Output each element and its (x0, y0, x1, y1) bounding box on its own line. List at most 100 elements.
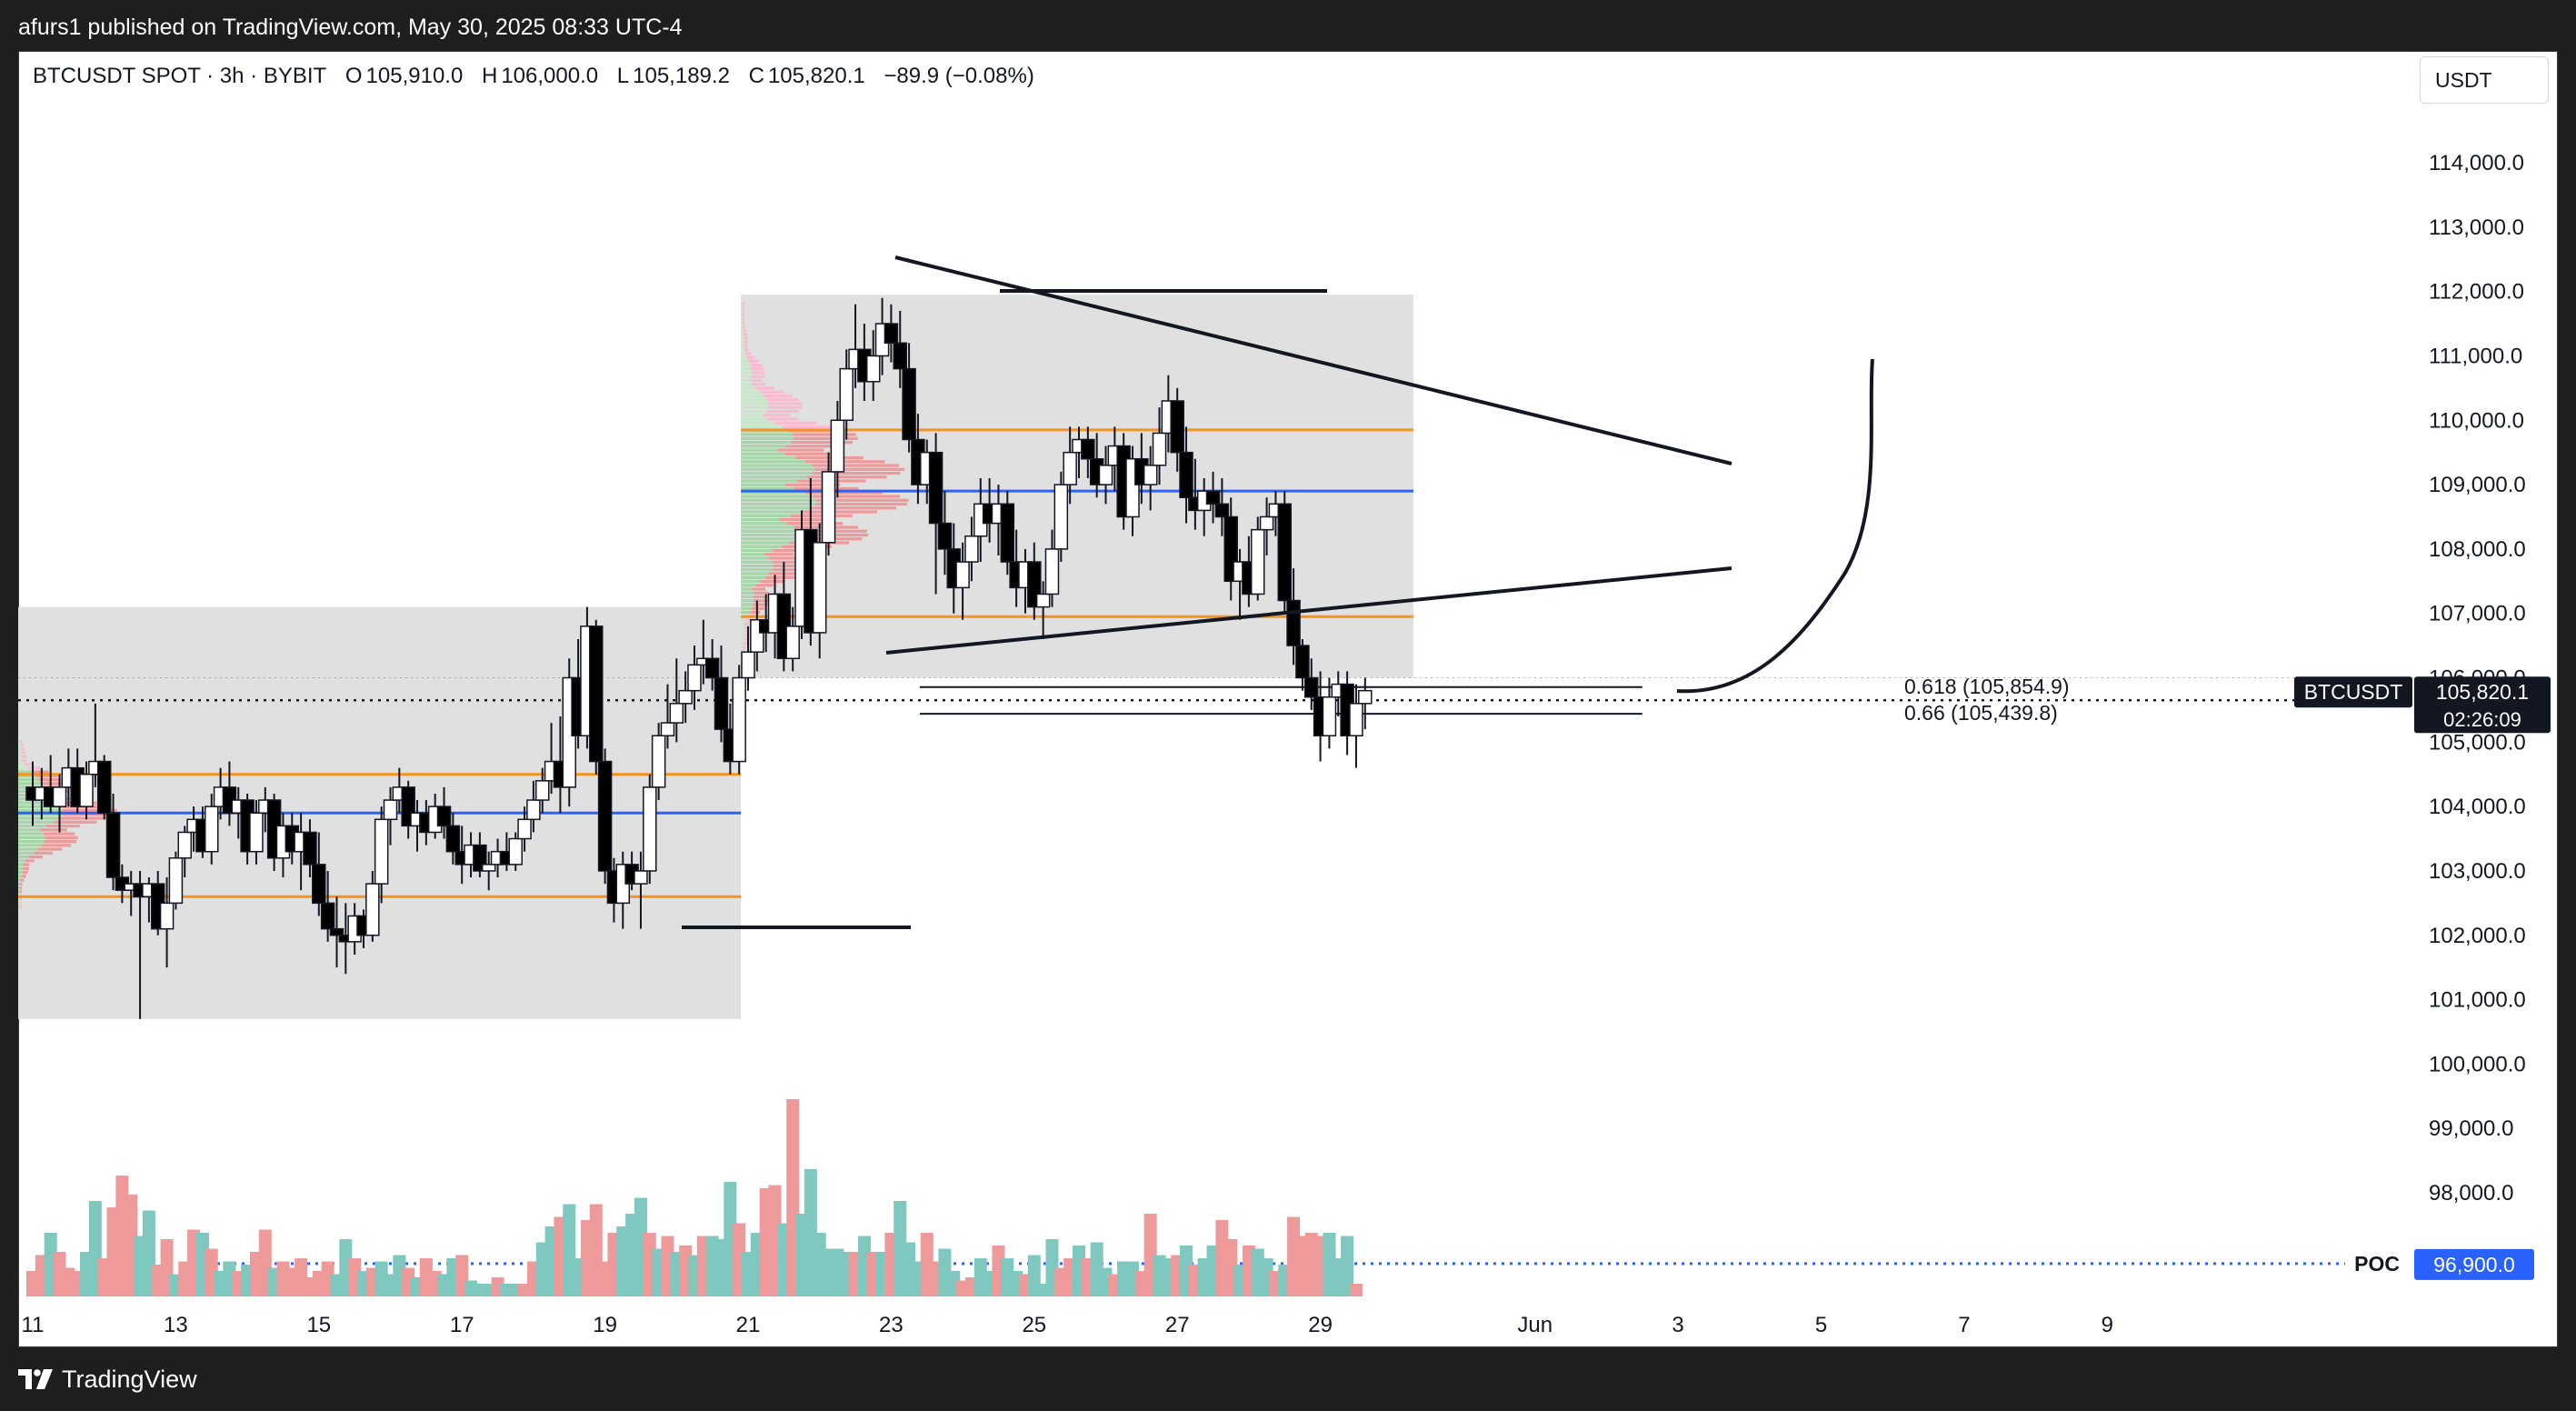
profile-row (741, 514, 792, 517)
volume-profile-ranges (18, 295, 1413, 1019)
x-tick-label: Jun (1517, 1313, 1553, 1337)
profile-row (764, 553, 794, 556)
profile-row (741, 649, 743, 653)
profile-row (753, 591, 769, 595)
candle-body (320, 902, 335, 930)
profile-row (741, 471, 814, 475)
profile-row (21, 875, 26, 878)
volume-bars (26, 1099, 1363, 1296)
x-tick-label: 9 (2102, 1313, 2113, 1337)
profile-row (32, 770, 49, 774)
profile-row (741, 568, 773, 572)
profile-row (741, 486, 794, 491)
symbol-legend[interactable]: BTCUSDT SPOT · 3h · BYBIT O 105,910.0 H 10… (33, 64, 1047, 89)
candle-body (865, 355, 881, 383)
y-tick-label: 113,000.0 (2429, 215, 2524, 240)
profile-row (741, 541, 790, 545)
candle-body (597, 760, 613, 872)
candle-body (1250, 528, 1265, 595)
tradingview-logo[interactable]: TradingView (18, 1366, 197, 1394)
profile-row (741, 301, 743, 305)
profile-row (23, 866, 29, 870)
profile-row (805, 460, 885, 464)
candle-body (821, 471, 836, 544)
y-tick-label: 114,000.0 (2429, 151, 2524, 175)
candle-body (249, 812, 264, 853)
profile-row (744, 622, 750, 625)
profile-row (773, 548, 813, 553)
profile-row (755, 584, 774, 587)
profile-row (741, 440, 792, 445)
profile-row (741, 637, 744, 641)
profile-row (741, 344, 744, 347)
profile-row (741, 553, 765, 556)
x-tick-label: 15 (306, 1313, 331, 1337)
profile-row (19, 897, 22, 901)
profile-row (741, 433, 794, 436)
candle-body (1063, 451, 1077, 485)
profile-row (742, 301, 745, 305)
profile-row (744, 340, 748, 344)
profile-row (25, 762, 33, 766)
profile-row (59, 816, 110, 820)
profile-row (741, 545, 783, 548)
profile-row (18, 844, 43, 847)
profile-row (741, 445, 786, 448)
candle-body (589, 625, 604, 763)
candle-body (481, 864, 496, 872)
profile-row (764, 394, 793, 398)
tradingview-brand: TradingView (62, 1365, 197, 1393)
profile-row (18, 774, 36, 777)
profile-row (741, 352, 746, 355)
y-tick-label: 98,000.0 (2429, 1181, 2513, 1206)
y-tick-label: 112,000.0 (2429, 280, 2524, 305)
profile-row (39, 777, 65, 782)
profile-row (741, 390, 761, 394)
candle-body (785, 625, 800, 660)
candle-body (526, 799, 541, 821)
profile-row (741, 603, 754, 606)
candle-body (1322, 695, 1337, 736)
profile-row (18, 801, 54, 805)
profile-row (27, 766, 41, 770)
profile-row (741, 383, 753, 386)
candle-body (955, 561, 970, 589)
profile-row (744, 344, 748, 347)
profile-row (44, 839, 77, 844)
profile-row (741, 579, 761, 584)
profile-row (18, 855, 30, 859)
profile-row (18, 820, 54, 824)
profile-row (741, 498, 817, 502)
profile-row (772, 568, 811, 572)
profile-row (741, 587, 753, 591)
candle-body (159, 902, 175, 930)
candle-body (1053, 484, 1069, 550)
profile-row (741, 409, 767, 414)
profile-row (741, 452, 785, 455)
profile-row (741, 313, 743, 316)
profile-row (741, 556, 770, 560)
profile-row (18, 808, 63, 813)
candle-body (96, 760, 112, 814)
y-tick-label: 110,000.0 (2429, 408, 2524, 433)
profile-row (785, 445, 842, 448)
profile-row (18, 851, 34, 855)
profile-row (23, 863, 30, 866)
candle-body (1143, 465, 1158, 485)
profile-row (741, 448, 779, 452)
close-label: C (748, 64, 764, 88)
profile-row (752, 383, 765, 386)
profile-row (741, 475, 807, 479)
profile-row (741, 606, 752, 610)
candle-body (964, 535, 979, 563)
x-tick-label: 3 (1672, 1313, 1683, 1337)
profile-row (18, 762, 25, 766)
symbol-name[interactable]: BTCUSDT SPOT · 3h · BYBIT (33, 64, 327, 88)
y-tick-label: 99,000.0 (2429, 1116, 2513, 1141)
volume-bar (1341, 1236, 1354, 1296)
candle-body (741, 651, 755, 679)
currency-button[interactable]: USDT (2420, 56, 2549, 104)
poc-label: POC (2354, 1252, 2400, 1276)
countdown-text: 02:26:09 (2443, 708, 2521, 731)
